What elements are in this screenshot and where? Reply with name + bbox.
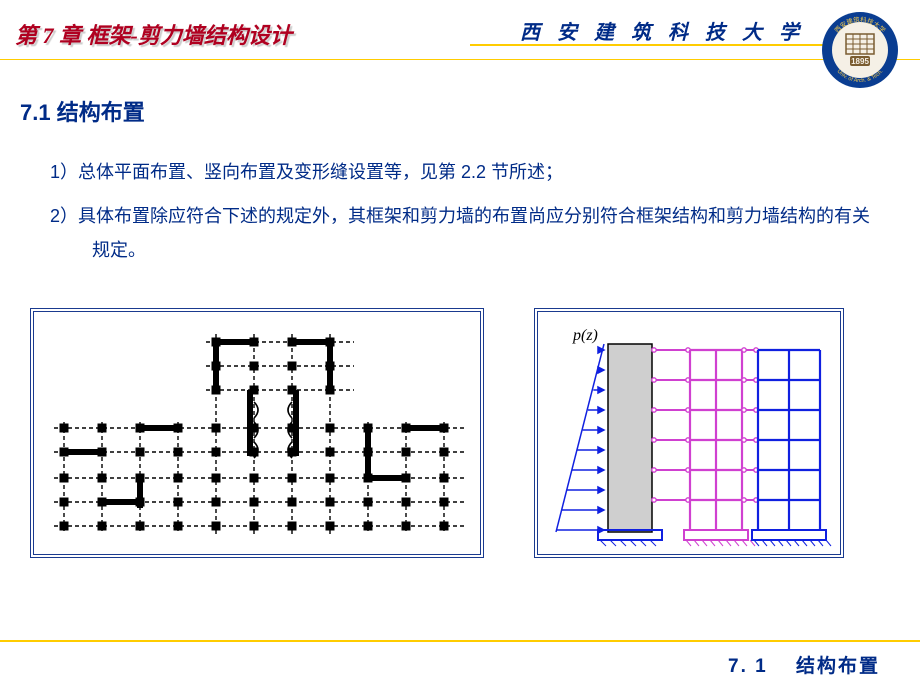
content: 7.1 结构布置 1）总体平面布置、竖向布置及变形缝设置等，见第 2.2 节所述… (0, 60, 920, 558)
item-2: 2）具体布置除应符合下述的规定外，其框架和剪力墙的布置尚应分别符合框架结构和剪力… (50, 199, 880, 267)
load-label: p(z) (572, 327, 598, 344)
university-logo: 1895 西安建筑科技大学 Univ. of Arch. & Tech. (820, 10, 900, 95)
figure-plan (30, 308, 484, 558)
section-title: 7.1 结构布置 (20, 95, 880, 127)
footer: 7. 1 结构布置 (0, 640, 920, 690)
logo-year: 1895 (851, 57, 869, 66)
figures-row: p(z) (20, 308, 880, 558)
figure-frame-wall: p(z) (534, 308, 844, 558)
footer-line (0, 640, 920, 642)
item-1: 1）总体平面布置、竖向布置及变形缝设置等，见第 2.2 节所述； (50, 155, 880, 189)
footer-text: 7. 1 结构布置 (728, 651, 880, 678)
chapter-title: 第 7 章 框架-剪力墙结构设计 (15, 18, 292, 50)
header: 第 7 章 框架-剪力墙结构设计 西 安 建 筑 科 技 大 学 1895 西安… (0, 0, 920, 60)
university-name: 西 安 建 筑 科 技 大 学 (520, 16, 805, 45)
